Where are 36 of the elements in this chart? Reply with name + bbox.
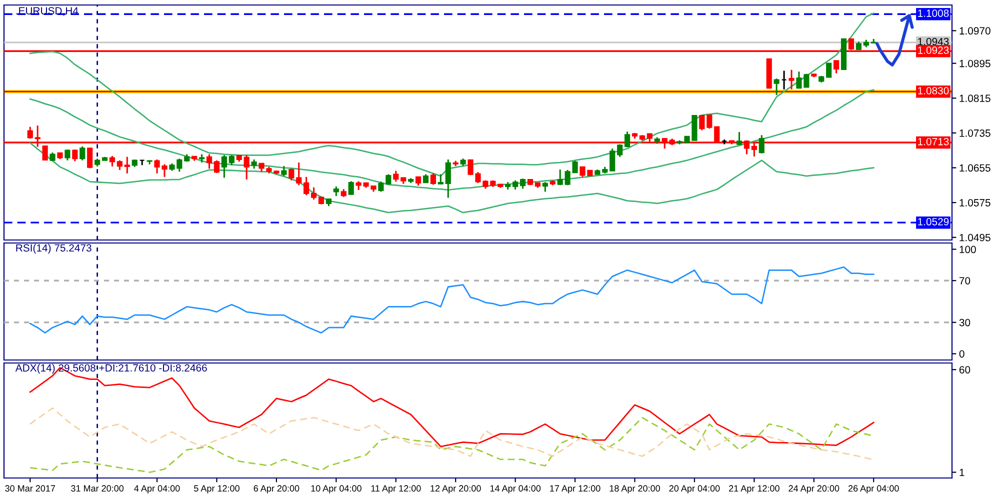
y-tick-label: 1.0655: [960, 164, 990, 172]
x-tick-label: 18 Apr 20:00: [610, 485, 660, 494]
ref-line-label: 1.0529: [918, 218, 949, 226]
y-tick-label: 1.0895: [960, 60, 990, 68]
x-tick-label: 31 Mar 20:00: [71, 485, 124, 492]
chart-title: ADX(14) 29.5608 +DI:21.7610 -DI:8.2466: [15, 364, 207, 374]
x-tick-label: 14 Apr 04:00: [490, 485, 541, 494]
ref-line-label: 1.0923: [918, 46, 949, 54]
x-tick-label: 24 Apr 20:00: [788, 485, 840, 494]
ref-line-label: 1.0713: [918, 138, 949, 146]
x-tick-label: 21 Apr 12:00: [729, 485, 780, 494]
y-tick-label: 0: [959, 350, 964, 358]
chart-title: RSI(14) 75.2473: [16, 244, 92, 254]
y-tick-label: 1.0575: [960, 199, 990, 206]
ref-line-label: 1.1008: [918, 10, 949, 17]
y-tick-label: 1.0495: [960, 234, 990, 242]
x-tick-label: 4 Apr 04:00: [134, 485, 180, 494]
y-tick-label: 1.0735: [960, 129, 990, 137]
y-tick-label: 60: [959, 366, 970, 374]
y-tick-label: 1.0970: [960, 27, 990, 35]
ref-line-label: 1.0943: [918, 38, 949, 46]
x-tick-label: 20 Apr 04:00: [669, 485, 720, 494]
y-tick-label: 100: [960, 246, 976, 254]
x-tick-label: 10 Apr 04:00: [311, 485, 362, 494]
x-tick-label: 26 Apr 04:00: [848, 485, 899, 494]
x-tick-label: 11 Apr 12:00: [371, 485, 421, 494]
y-tick-label: 30: [959, 318, 970, 326]
y-tick-label: 1.0815: [960, 94, 990, 102]
y-tick-label: 70: [959, 277, 970, 284]
x-tick-label: 5 Apr 12:00: [194, 485, 240, 494]
x-tick-label: 6 Apr 20:00: [254, 485, 300, 494]
x-tick-label: 17 Apr 12:00: [550, 485, 600, 494]
ref-line-label: 1.0830: [918, 87, 949, 94]
y-tick-label: 1: [960, 468, 964, 476]
x-tick-label: 30 Mar 2017: [5, 485, 56, 492]
x-tick-label: 12 Apr 20:00: [430, 485, 481, 494]
